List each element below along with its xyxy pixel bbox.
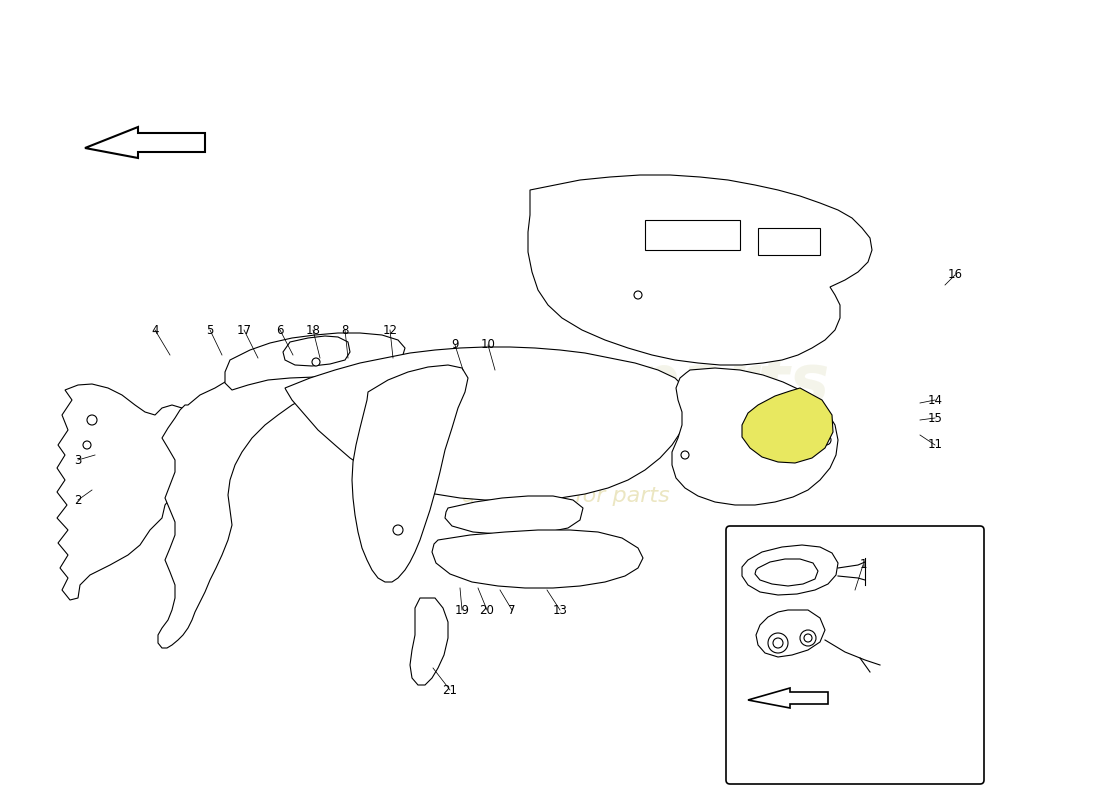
Text: 11: 11 (927, 438, 943, 451)
Circle shape (312, 358, 320, 366)
Polygon shape (283, 336, 350, 366)
Text: 20: 20 (480, 603, 494, 617)
Polygon shape (742, 388, 833, 463)
Text: 7: 7 (508, 603, 516, 617)
Polygon shape (758, 228, 820, 255)
Circle shape (82, 441, 91, 449)
Polygon shape (756, 610, 825, 657)
Circle shape (87, 415, 97, 425)
Text: 1: 1 (859, 558, 867, 571)
Text: 5: 5 (207, 323, 213, 337)
Text: 18: 18 (306, 323, 320, 337)
Text: 4: 4 (152, 323, 158, 337)
Polygon shape (285, 347, 690, 501)
Circle shape (768, 633, 788, 653)
Text: 17: 17 (236, 323, 252, 337)
Polygon shape (672, 368, 838, 505)
FancyBboxPatch shape (726, 526, 984, 784)
Polygon shape (226, 333, 405, 390)
Polygon shape (528, 175, 872, 365)
Text: 9: 9 (451, 338, 459, 351)
Text: 13: 13 (552, 603, 568, 617)
Polygon shape (742, 545, 838, 595)
Polygon shape (352, 365, 468, 582)
Polygon shape (432, 530, 644, 588)
Circle shape (821, 435, 830, 445)
Circle shape (681, 451, 689, 459)
Text: 21: 21 (442, 683, 458, 697)
Text: a passion for parts: a passion for parts (462, 486, 670, 506)
Polygon shape (410, 598, 448, 685)
Circle shape (634, 291, 642, 299)
Polygon shape (645, 220, 740, 250)
Circle shape (804, 634, 812, 642)
Text: 12: 12 (383, 323, 397, 337)
Circle shape (773, 638, 783, 648)
Circle shape (800, 630, 816, 646)
Text: 19: 19 (454, 603, 470, 617)
Text: 3: 3 (75, 454, 81, 466)
Polygon shape (748, 688, 828, 708)
Polygon shape (158, 347, 392, 648)
Text: 15: 15 (927, 411, 943, 425)
Polygon shape (755, 559, 818, 586)
Polygon shape (85, 127, 205, 158)
Circle shape (393, 525, 403, 535)
Polygon shape (446, 496, 583, 534)
Polygon shape (57, 384, 190, 600)
Text: 14: 14 (927, 394, 943, 406)
Text: 8: 8 (341, 323, 349, 337)
Text: 16: 16 (947, 269, 962, 282)
Text: 6: 6 (276, 323, 284, 337)
Text: europarts: europarts (462, 351, 830, 417)
Text: 2: 2 (75, 494, 81, 506)
Text: 10: 10 (481, 338, 495, 351)
